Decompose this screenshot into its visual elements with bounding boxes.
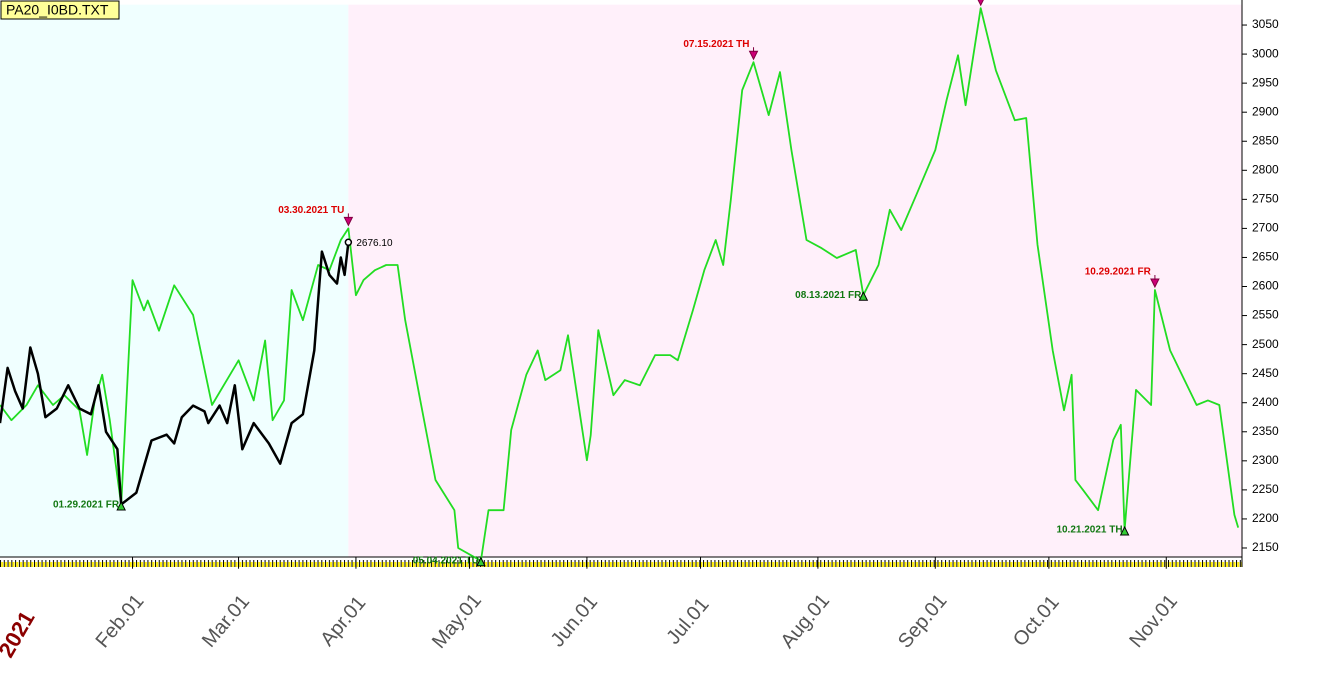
series-line <box>0 242 350 506</box>
y-tick-label: 2700 <box>1252 221 1279 235</box>
series-line <box>0 7 1240 562</box>
y-tick-label: 2250 <box>1252 482 1279 496</box>
y-tick-label: 2450 <box>1252 366 1279 380</box>
x-tick-label: Jul.01 <box>662 594 713 649</box>
pivot-high-label: 03.30.2021 TU <box>278 205 344 216</box>
y-tick-label: 2950 <box>1252 75 1279 89</box>
x-tick-label: Sep.01 <box>894 590 952 653</box>
y-tick-label: 2400 <box>1252 395 1279 409</box>
x-tick-label: Jun.01 <box>547 591 602 651</box>
x-tick-label: Mar.01 <box>198 591 254 652</box>
x-tick-label: Apr.01 <box>316 592 370 650</box>
plot-background <box>0 4 1242 557</box>
plot: 2676.10 01.29.2021 FR 03.30.2021 TU 05.04.2… <box>0 0 1240 567</box>
y-tick-label: 2200 <box>1252 511 1279 525</box>
forecast-background <box>348 4 1242 557</box>
pivot-low-marker <box>1119 525 1130 536</box>
y-tick-label: 2550 <box>1252 308 1279 322</box>
pivot-low-marker <box>858 291 869 301</box>
last-value-label: 2676.10 <box>356 238 393 249</box>
pivot-high-marker <box>977 0 984 7</box>
pivot-low-label: 10.21.2021 TH <box>1056 525 1122 536</box>
pivot-low-label: 01.29.2021 FR <box>53 500 120 511</box>
y-tick-label: 2500 <box>1252 337 1279 351</box>
y-tick-label: 2900 <box>1252 104 1279 118</box>
pivot-low-marker <box>116 500 126 511</box>
history-background <box>0 4 349 557</box>
y-tick-label: 2150 <box>1252 540 1279 554</box>
y-tick-label: 2300 <box>1252 453 1279 467</box>
pivot-low-label: 08.13.2021 FR <box>795 290 862 301</box>
y-tick-label: 2350 <box>1252 424 1279 438</box>
y-tick-label: 3050 <box>1252 17 1279 31</box>
chart-title: PA20_I0BD.TXT <box>6 2 109 18</box>
pivot-high-label: 07.15.2021 TH <box>683 39 749 50</box>
y-tick-label: 2800 <box>1252 162 1279 176</box>
x-tick-label: Nov.01 <box>1125 590 1182 652</box>
x-tick-label: Feb.01 <box>92 590 149 652</box>
x-tick-label: May.01 <box>428 590 486 653</box>
y-tick-label: 3000 <box>1252 46 1279 60</box>
minor-ticks <box>0 557 1242 567</box>
y-tick-label: 2650 <box>1252 250 1279 264</box>
x-tick-label: Aug.01 <box>777 590 835 653</box>
title-box <box>0 0 120 20</box>
x-tick-label: Oct.01 <box>1009 592 1064 651</box>
y-tick-label: 2750 <box>1252 192 1279 206</box>
y-tick-label: 2850 <box>1252 133 1279 147</box>
last-point <box>344 238 353 247</box>
y-tick-label: 2600 <box>1252 279 1279 293</box>
year-label: 2021 <box>0 607 40 662</box>
pivot-low-marker <box>476 556 486 567</box>
pivot-low-label: 05.04.2021 TU <box>413 555 479 566</box>
pivot-high-label: 10.29.2021 FR <box>1085 267 1152 278</box>
